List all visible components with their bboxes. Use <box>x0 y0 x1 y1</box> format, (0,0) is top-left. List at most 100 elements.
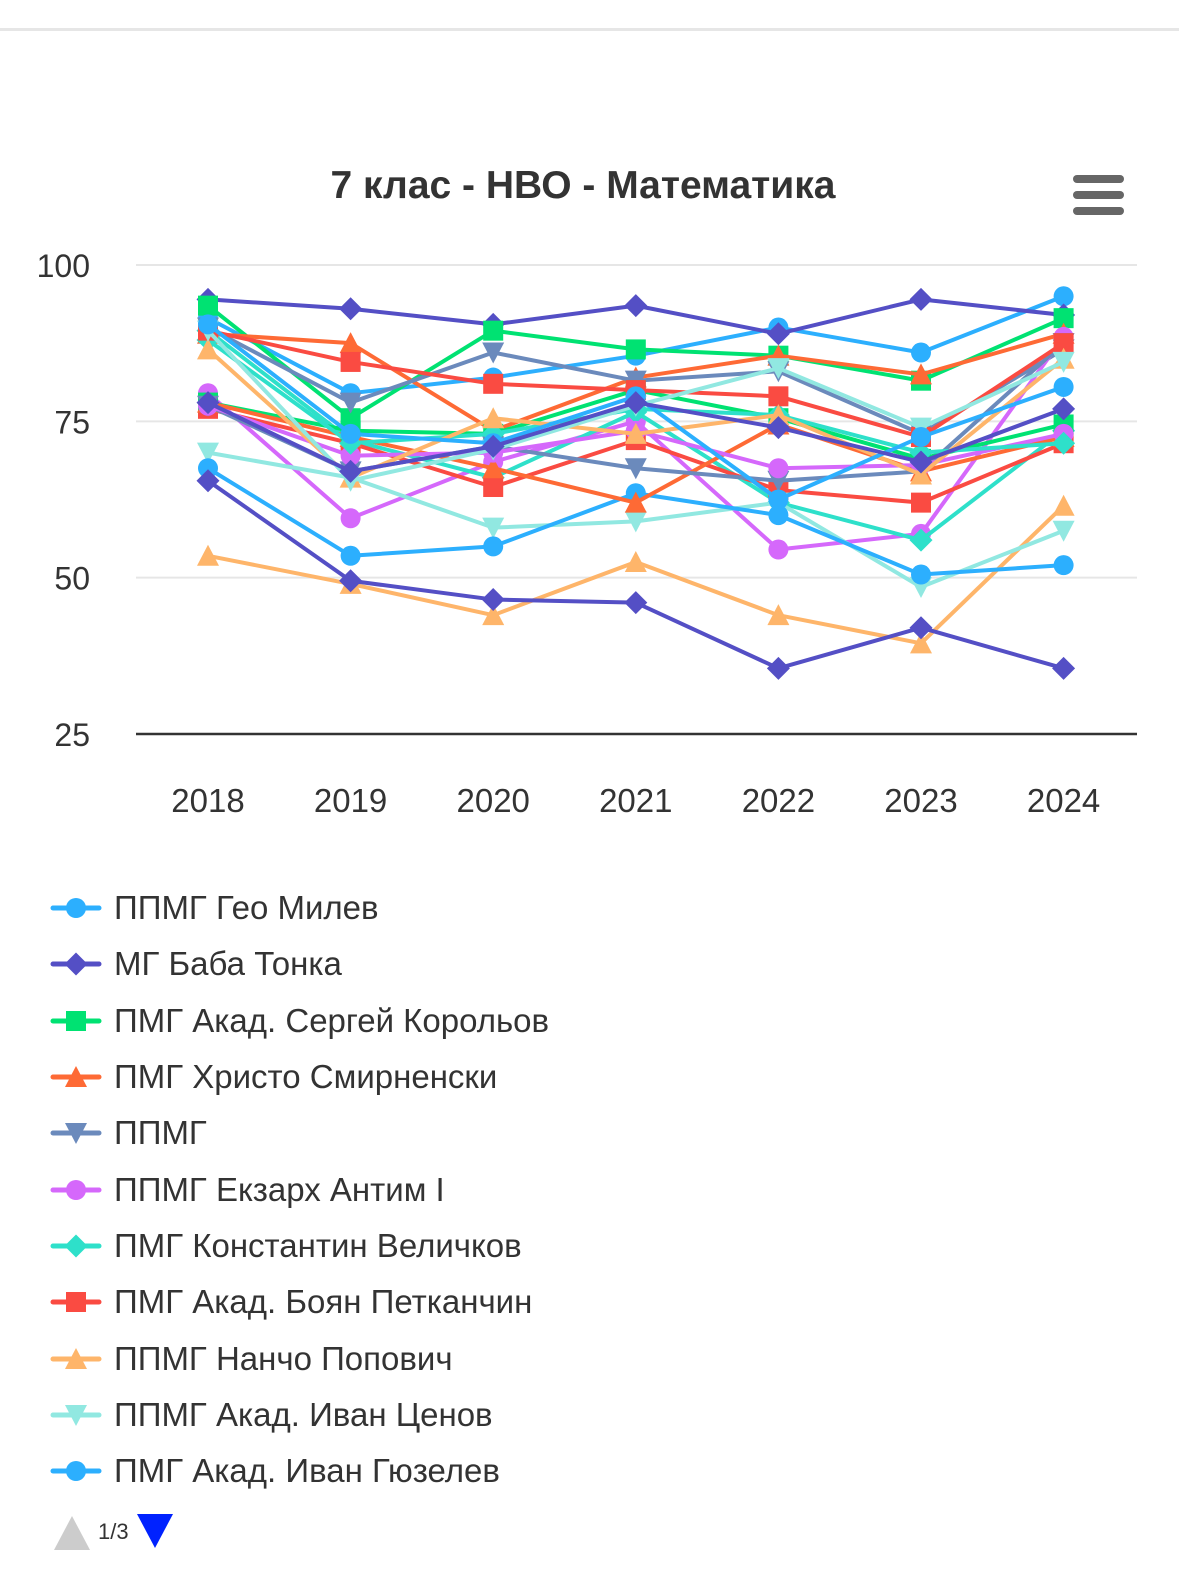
data-point[interactable] <box>1052 431 1076 455</box>
data-point[interactable] <box>909 528 933 552</box>
data-point[interactable] <box>481 434 505 458</box>
data-point[interactable] <box>624 458 647 480</box>
data-point[interactable] <box>624 294 648 318</box>
data-point[interactable] <box>340 508 361 529</box>
data-point[interactable] <box>339 297 363 321</box>
legend-item[interactable]: ПМГ Акад. Боян Петканчин <box>50 1274 549 1330</box>
data-point[interactable] <box>624 422 647 444</box>
data-point[interactable] <box>482 604 505 626</box>
data-point[interactable] <box>1052 656 1076 680</box>
legend-item[interactable]: МГ Баба Тонка <box>50 936 549 992</box>
legend-item[interactable]: ПМГ Константин Величков <box>50 1218 549 1274</box>
data-point[interactable] <box>339 392 362 414</box>
legend-symbol <box>50 1404 102 1426</box>
legend-item[interactable]: ПМГ Акад. Сергей Корольов <box>50 993 549 1049</box>
data-point[interactable] <box>766 322 790 346</box>
data-point[interactable] <box>909 287 933 311</box>
data-point[interactable] <box>766 656 790 680</box>
legend-page-down-button[interactable] <box>135 1512 175 1552</box>
data-point[interactable] <box>198 314 218 335</box>
data-point[interactable] <box>339 459 363 483</box>
data-point[interactable] <box>197 544 219 566</box>
data-point[interactable] <box>911 342 931 363</box>
data-point[interactable] <box>198 458 218 479</box>
data-point[interactable] <box>767 404 790 426</box>
data-point[interactable] <box>196 391 220 415</box>
data-point[interactable] <box>624 491 647 513</box>
data-point[interactable] <box>482 342 505 364</box>
data-point[interactable] <box>481 588 505 612</box>
legend-page-up-button[interactable] <box>52 1512 92 1552</box>
legend-marker <box>66 1292 86 1313</box>
legend-item[interactable]: ПМГ Христо Смирненски <box>50 1049 549 1105</box>
legend-symbol <box>50 1347 102 1369</box>
chart-menu-button[interactable] <box>1068 168 1132 222</box>
data-point[interactable] <box>339 332 362 354</box>
legend-item[interactable]: ПМГ Акад. Иван Гюзелев <box>50 1443 549 1499</box>
data-point[interactable] <box>197 338 219 360</box>
data-point[interactable] <box>1053 286 1074 307</box>
data-point[interactable] <box>198 295 218 316</box>
data-point[interactable] <box>340 445 361 466</box>
data-point[interactable] <box>624 591 648 615</box>
data-point[interactable] <box>768 458 789 479</box>
data-point[interactable] <box>340 423 361 444</box>
data-point[interactable] <box>768 489 789 510</box>
legend: ППМГ Гео Милев МГ Баба Тонка ПМГ Акад. Сер… <box>50 880 549 1499</box>
legend-item[interactable]: ППМГ Гео Милев <box>50 880 549 936</box>
data-point[interactable] <box>1052 397 1076 421</box>
data-point[interactable] <box>1053 308 1074 329</box>
data-point[interactable] <box>910 632 932 654</box>
data-point[interactable] <box>624 551 647 573</box>
data-point[interactable] <box>483 320 504 341</box>
data-point[interactable] <box>482 457 505 479</box>
legend-marker <box>66 1461 86 1482</box>
data-point[interactable] <box>483 536 504 557</box>
data-point[interactable] <box>482 517 505 539</box>
data-point[interactable] <box>1052 494 1075 516</box>
data-point[interactable] <box>1052 520 1075 542</box>
data-point[interactable] <box>483 476 504 497</box>
data-point[interactable] <box>909 450 933 474</box>
data-point[interactable] <box>1053 555 1074 576</box>
data-point[interactable] <box>768 386 789 407</box>
data-point[interactable] <box>625 339 646 360</box>
legend-label: ППМГ Екзарх Антим I <box>114 1170 445 1208</box>
data-point[interactable] <box>1052 351 1075 373</box>
legend-marker <box>66 1010 86 1031</box>
legend-item[interactable]: ППМГ <box>50 1105 549 1161</box>
legend-label: ПМГ Христо Смирненски <box>114 1058 498 1096</box>
data-point[interactable] <box>1053 333 1074 354</box>
legend-item[interactable]: ППМГ Акад. Иван Ценов <box>50 1387 549 1443</box>
data-point[interactable] <box>1053 376 1074 397</box>
data-point[interactable] <box>911 426 931 447</box>
data-point[interactable] <box>910 463 932 485</box>
data-point[interactable] <box>766 416 790 440</box>
data-point[interactable] <box>483 373 504 394</box>
line-chart: 7 клас - НВО - Математика 25 50 75 100 2018… <box>37 164 1137 819</box>
legend-label: ПМГ Акад. Сергей Корольов <box>114 1001 550 1039</box>
data-point[interactable] <box>768 539 789 560</box>
y-tick-label: 100 <box>37 248 90 284</box>
legend-label: ПМГ Акад. Боян Петканчин <box>114 1283 533 1321</box>
data-point[interactable] <box>340 545 361 566</box>
data-point[interactable] <box>911 492 931 513</box>
data-point[interactable] <box>339 569 363 593</box>
data-point[interactable] <box>910 363 932 385</box>
data-point[interactable] <box>340 351 361 372</box>
data-point[interactable] <box>909 616 933 640</box>
legend-label: ПМГ Константин Величков <box>114 1226 522 1264</box>
legend-symbol <box>50 1179 102 1200</box>
data-point[interactable] <box>911 564 931 585</box>
data-point[interactable] <box>197 442 219 464</box>
legend-item[interactable]: ППМГ Екзарх Антим I <box>50 1161 549 1217</box>
data-point[interactable] <box>767 358 790 380</box>
data-point[interactable] <box>768 505 789 526</box>
data-point[interactable] <box>482 407 505 429</box>
data-point[interactable] <box>624 511 647 533</box>
legend-symbol <box>50 1461 102 1482</box>
legend-item[interactable]: ППМГ Нанчо Попович <box>50 1330 549 1386</box>
data-point[interactable] <box>196 469 220 493</box>
data-point[interactable] <box>624 391 648 415</box>
data-point[interactable] <box>767 604 790 626</box>
